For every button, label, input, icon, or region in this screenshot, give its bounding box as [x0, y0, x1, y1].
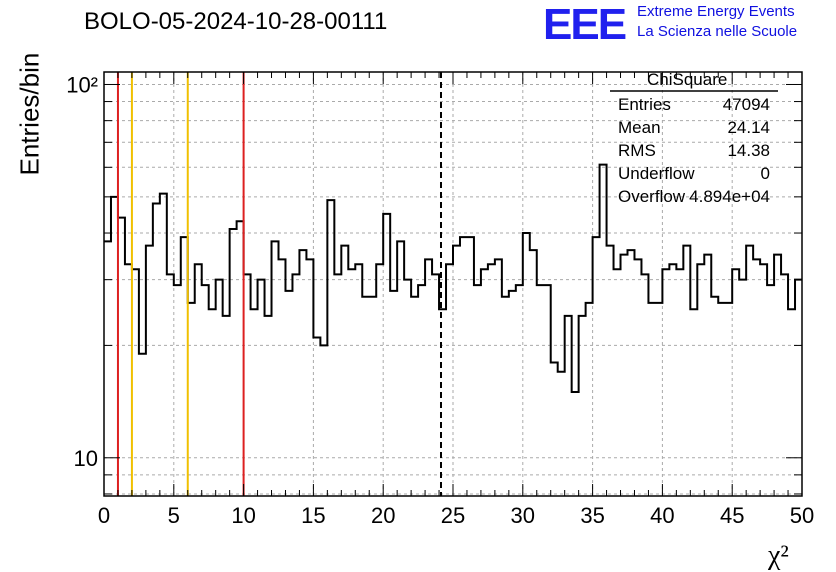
- x-tick-label: 40: [650, 503, 674, 528]
- x-tick-label: 50: [790, 503, 814, 528]
- x-tick-label: 25: [441, 503, 465, 528]
- y-tick-label: 10²: [66, 72, 98, 97]
- stats-value-mean: 24.14: [727, 118, 770, 137]
- stats-label-underflow: Underflow: [618, 164, 695, 183]
- stats-value-rms: 14.38: [727, 141, 770, 160]
- run-title: BOLO-05-2024-10-28-00111: [84, 8, 388, 35]
- stats-label-entries: Entries: [618, 95, 671, 114]
- logo-subtitle-1: Extreme Energy Events: [637, 3, 795, 20]
- x-tick-label: 15: [301, 503, 325, 528]
- stats-value-entries: 47094: [722, 95, 770, 114]
- logo-subtitle-2: La Scienza nelle Scuole: [637, 23, 798, 40]
- x-tick-label: 10: [231, 503, 255, 528]
- eee-logo: EEE: [543, 0, 627, 49]
- x-tick-label: 35: [580, 503, 604, 528]
- stats-value-underflow: 0: [760, 164, 770, 183]
- stats-value-overflow: 4.894e+04: [689, 187, 770, 206]
- y-tick-label: 10: [74, 446, 98, 471]
- stats-label-overflow: Overflow: [618, 187, 686, 206]
- stats-label-rms: RMS: [618, 141, 656, 160]
- x-tick-label: 30: [511, 503, 535, 528]
- x-tick-label: 20: [371, 503, 395, 528]
- stats-title: ChiSquare: [647, 70, 728, 89]
- x-tick-label: 0: [98, 503, 110, 528]
- x-tick-label: 5: [168, 503, 180, 528]
- histogram-series: [104, 163, 802, 394]
- y-axis-label: Entries/bin: [14, 52, 45, 176]
- x-tick-label: 45: [720, 503, 744, 528]
- stats-label-mean: Mean: [618, 118, 661, 137]
- x-axis-label: χ²: [768, 540, 789, 571]
